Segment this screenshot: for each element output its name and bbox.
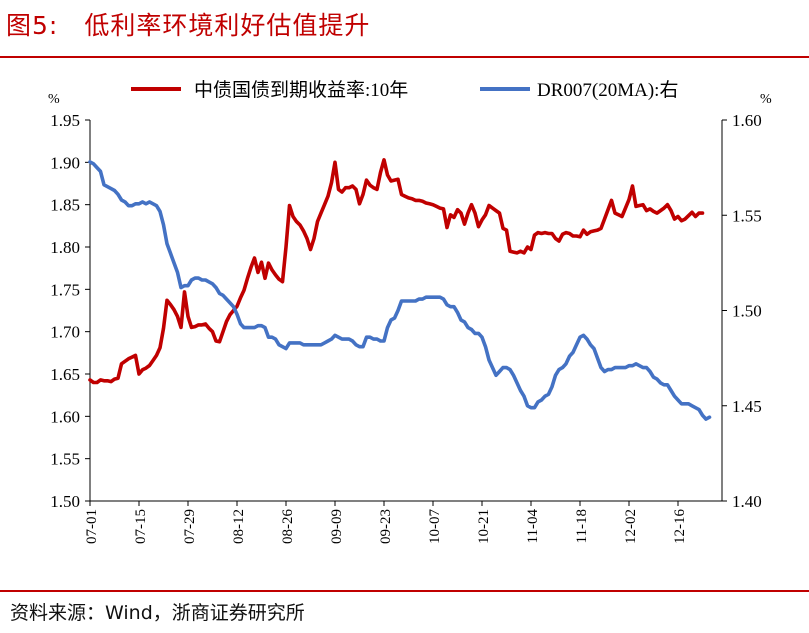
left-tick-label: 1.75 [50,280,80,299]
axes: 1.95 1.90 1.85 1.80 1.75 1.70 1.65 1.60 1.55 1.50… [50,111,762,544]
left-tick-label: 1.80 [50,238,80,257]
x-tick-label: 12-16 [672,509,688,544]
x-tick-label: 08-26 [280,509,296,544]
x-tick-label: 07-29 [182,509,198,544]
source-note: 资料来源：Wind，浙商证券研究所 [10,602,305,624]
figure-title: 图5: 低利率环境利好估值提升 [6,6,370,42]
left-tick-label: 1.90 [50,153,80,172]
legend-label-dr007: DR007(20MA):右 [537,79,678,101]
x-tick-label: 07-01 [84,509,100,544]
left-tick-label: 1.60 [50,407,80,426]
x-tick-label: 11-04 [525,509,541,544]
left-tick-label: 1.85 [50,196,80,215]
x-tick-label: 10-07 [427,509,443,544]
left-tick-label: 1.70 [50,323,80,342]
x-tick-label: 09-09 [329,509,345,544]
figure-title-text: 低利率环境利好估值提升 [84,11,371,40]
top-divider [0,56,809,58]
x-tick-label: 07-15 [133,509,149,544]
x-tick-label: 12-02 [623,509,639,544]
right-tick-label: 1.40 [732,492,762,511]
series-line-dr007 [88,160,712,421]
right-axis-unit: % [760,92,772,107]
series-group [88,158,712,421]
x-tick-label: 11-18 [574,509,590,543]
left-tick-label: 1.50 [50,492,80,511]
bottom-divider [0,590,809,592]
x-tick-label: 08-12 [231,509,247,544]
right-tick-label: 1.45 [732,397,762,416]
legend-label-yield: 中债国债到期收益率:10年 [194,79,408,101]
left-axis-unit: % [48,92,60,107]
series-line-yield [88,158,705,385]
x-tick-label: 10-21 [476,509,492,544]
right-tick-label: 1.50 [732,302,762,321]
right-tick-label: 1.60 [732,111,762,130]
left-tick-label: 1.55 [50,450,80,469]
x-tick-label: 09-23 [378,509,394,544]
left-tick-label: 1.95 [50,111,80,130]
figure-label: 图5: [6,11,59,40]
legend: 中债国债到期收益率:10年 DR007(20MA):右 [131,79,678,101]
left-tick-label: 1.65 [50,365,80,384]
right-tick-label: 1.55 [732,206,762,225]
